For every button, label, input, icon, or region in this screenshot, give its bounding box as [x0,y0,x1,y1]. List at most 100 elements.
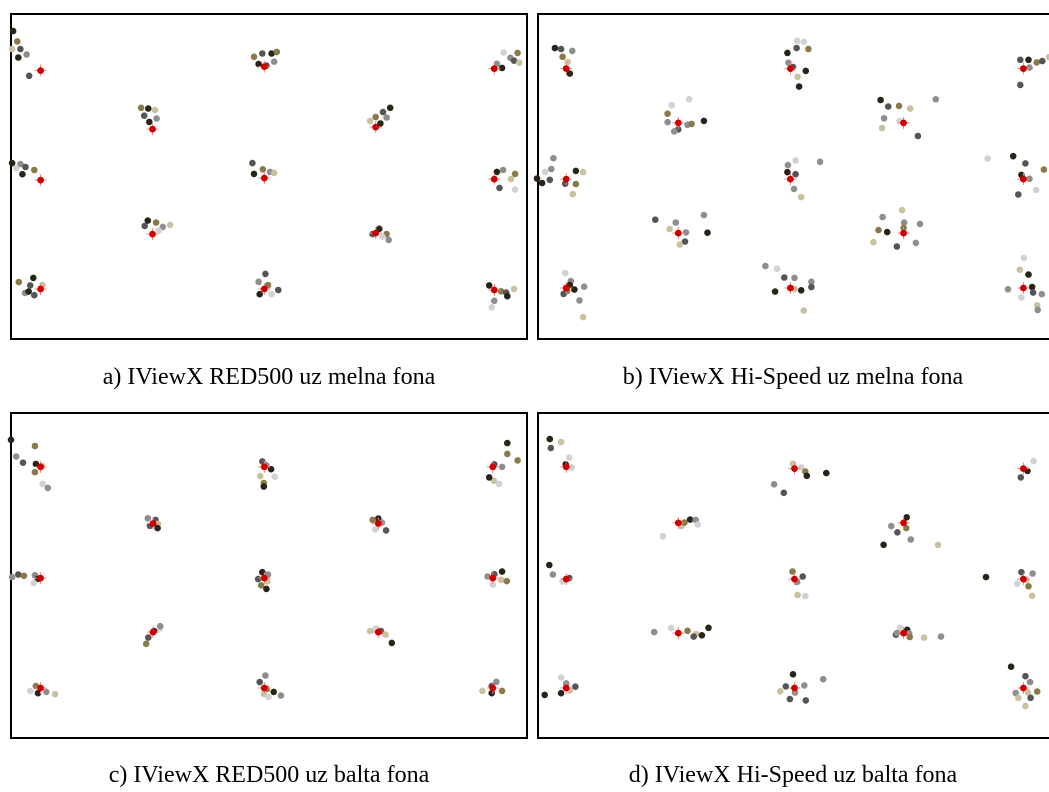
target-dot [37,684,44,692]
gaze-point [789,671,797,678]
target-dot [1020,65,1027,72]
target-marker [34,681,47,694]
gaze-point [870,238,877,246]
target-marker [672,116,685,129]
gaze-point [797,287,805,294]
target-marker [784,173,797,186]
gaze-point [686,516,694,523]
target-marker [258,572,271,585]
gaze-point [800,307,808,314]
gaze-point [270,58,278,65]
gaze-point [8,159,16,167]
gaze-point [1007,663,1015,670]
gaze-point [7,436,15,444]
gaze-point [784,161,792,169]
gaze-point [700,211,708,219]
target-marker [258,460,271,473]
gaze-point [26,687,34,695]
gaze-point [776,688,784,695]
target-dot [37,285,44,293]
gaze-point [479,687,486,695]
gaze-point [880,541,887,549]
gaze-point [153,115,160,122]
gaze-point [275,286,282,294]
gaze-point [551,44,559,52]
gaze-point [880,115,888,122]
gaze-point [386,104,394,112]
target-dot [489,574,497,582]
gaze-point [549,571,557,578]
gaze-point [572,167,580,175]
gaze-point [151,106,159,114]
gaze-point [1025,583,1032,590]
target-marker [372,626,385,639]
gaze-point [1038,290,1046,298]
target-dot [791,575,798,583]
gaze-point [156,622,164,630]
gaze-point [770,481,778,488]
target-marker [258,282,271,295]
panel-d-gaze-plot [537,412,1049,739]
caption-a: a) IViewX RED500 uz melna fona [102,364,436,390]
gaze-point [504,450,511,458]
gaze-point [51,690,59,698]
gaze-point [568,464,576,471]
target-dot [791,465,798,472]
gaze-point [781,274,788,281]
gaze-point [388,639,396,647]
target-marker [488,173,501,186]
target-dot [900,229,907,237]
target-dot [1020,284,1027,292]
gaze-point [377,120,384,127]
gaze-point [1045,53,1049,61]
gaze-point [791,274,798,282]
gaze-point [17,45,24,53]
gaze-point [152,219,160,226]
gaze-point [382,631,389,638]
target-dot [562,175,570,183]
gaze-point [541,691,548,699]
gaze-point [793,44,800,52]
gaze-point [548,165,555,173]
gaze-point [792,157,799,164]
gaze-point [792,170,799,178]
gaze-point [511,186,519,193]
gaze-point [496,184,503,192]
target-dot [149,125,156,133]
target-marker [146,123,159,136]
gaze-point [26,282,34,289]
gaze-point [533,175,541,182]
gaze-point [12,164,20,172]
target-dot [900,119,907,127]
gaze-point [1026,175,1033,183]
gaze-point [914,132,922,140]
gaze-point [44,484,52,492]
gaze-point [255,60,262,68]
gaze-point [1015,191,1022,198]
target-marker [788,681,801,694]
target-dot [374,628,382,636]
gaze-point [491,297,498,305]
gaze-point [1033,59,1040,66]
gaze-point [493,678,500,686]
target-dot [787,65,794,72]
gaze-point [559,53,566,61]
gaze-point [1017,56,1024,64]
panel-b-gaze-plot [533,13,1049,340]
gaze-point [1009,152,1017,160]
target-dot [260,285,268,293]
gaze-point [884,103,892,110]
target-dot [787,175,794,183]
gaze-point [659,533,667,540]
gaze-point [259,50,266,57]
caption-d: d) IViewX Hi-Speed uz balta fona [628,762,958,788]
gaze-point [688,120,695,128]
gaze-point [672,219,680,226]
gaze-point [22,163,29,171]
gaze-point [144,515,152,522]
gaze-point [907,536,915,543]
gaze-point [579,313,587,321]
panel-c-svg [7,412,528,739]
gaze-point [488,689,496,697]
gaze-point [1024,689,1032,696]
